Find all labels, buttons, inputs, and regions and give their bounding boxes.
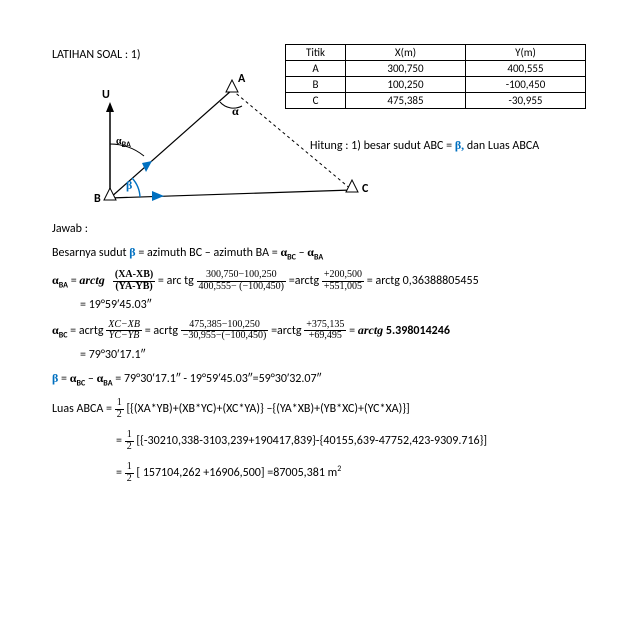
a: α	[307, 245, 314, 259]
beta-sym: β	[129, 245, 135, 259]
t: Luas ABCA =	[52, 402, 115, 416]
line-luas-result: = 1 2 [ 157104,262 +16906,500] =87005,38…	[116, 462, 592, 484]
label-alpha: α	[232, 104, 239, 119]
t: = arc tg	[158, 274, 197, 288]
s: BA	[59, 281, 68, 291]
arctg: arctg	[358, 322, 383, 336]
s: BC	[287, 253, 296, 263]
t: = azimuth BC – azimuth BA =	[138, 246, 280, 260]
label-a: A	[238, 72, 245, 86]
den: 2	[115, 410, 124, 421]
line-beta-result: β = αBC – αBA = 79°30′17.1″ - 19°59′45.0…	[52, 369, 592, 390]
line-besarnya: Besarnya sudut β = azimuth BC – azimuth …	[52, 243, 592, 264]
s: BC	[59, 330, 68, 340]
hint-post: dan Luas ABCA	[467, 139, 539, 153]
s: BA	[314, 253, 323, 263]
label-b: B	[94, 192, 101, 206]
t: =	[61, 372, 70, 386]
den: YC−YB	[106, 331, 142, 342]
a: α	[52, 322, 59, 336]
t: Besarnya sudut	[52, 246, 129, 260]
solution-body: Jawab : Besarnya sudut β = azimuth BC – …	[52, 220, 592, 488]
t: [{(XA*YB)+(XB*YC)+(XC*YA)} –{(YA*XB)+(YB…	[126, 402, 409, 416]
frac: 475,385−100,250 −30,955−(−100,450)	[181, 320, 269, 342]
label-u: U	[102, 88, 110, 102]
t: 5.398014246	[386, 323, 450, 337]
t: =arctg	[289, 274, 322, 288]
cell: A	[286, 61, 346, 77]
num: 1	[115, 398, 124, 410]
t: = acrtg	[145, 323, 181, 337]
t: =arctg	[271, 323, 304, 337]
t: = 79°30′17.1″ - 19°59′45.03″=59°30′32.07…	[115, 372, 321, 386]
cell: 400,555	[466, 61, 586, 77]
den: 400,555− (−100,450)	[197, 282, 286, 293]
hint-pre: Hitung : 1) besar sudut ABC =	[310, 139, 452, 153]
t: = arctg 0,36388805455	[367, 274, 479, 288]
table-row: A 300,750 400,555	[286, 61, 586, 77]
frac: XC−XB YC−YB	[106, 320, 142, 342]
line-luas-step2: = 1 2 [{-30210,338-3103,239+190417,839}-…	[116, 430, 592, 452]
den: (YA-YB)	[113, 282, 155, 293]
num: 1	[125, 430, 134, 442]
t: [{-30210,338-3103,239+190417,839}-{40155…	[136, 434, 487, 448]
col-point: Titik	[286, 45, 346, 61]
label-alpha-ba: αBA	[116, 134, 131, 150]
alpha-ba-result: = 19°59′45.03″	[80, 296, 592, 315]
t: =	[116, 466, 125, 480]
alpha-bc-result: = 79°30′17.1″	[80, 346, 592, 365]
frac: +200,500 +551,005	[322, 270, 364, 292]
frac: +375,135 +69,495	[304, 320, 346, 342]
hint-text: Hitung : 1) besar sudut ABC = β, dan Lua…	[310, 138, 610, 153]
t: [ 157104,262 +16906,500] =87005,381 m	[136, 466, 337, 480]
label-c: C	[362, 182, 368, 196]
hint-beta: β,	[455, 138, 464, 152]
cell: 300,750	[346, 61, 466, 77]
line-alpha-ba: αBA = arctg (XA-XB) (YA-YB) = arc tg 300…	[52, 270, 592, 292]
s: BA	[103, 378, 112, 388]
frac: 300,750−100,250 400,555− (−100,450)	[197, 270, 286, 292]
beta: β	[52, 371, 58, 385]
cell: -30,955	[466, 93, 586, 109]
den: 2	[125, 442, 134, 453]
den: +69,495	[304, 331, 346, 342]
line-alpha-bc: αBC = acrtg XC−XB YC−YB = acrtg 475,385−…	[52, 320, 592, 342]
col-y: Y(m)	[466, 45, 586, 61]
col-x: X(m)	[346, 45, 466, 61]
line-luas-formula: Luas ABCA = 1 2 [{(XA*YB)+(XB*YC)+(XC*YA…	[52, 398, 592, 420]
cell: -100,450	[466, 77, 586, 93]
t: = acrtg	[70, 323, 106, 337]
jawab-label: Jawab :	[52, 220, 592, 239]
den: +551,005	[322, 282, 364, 293]
sq: 2	[337, 464, 341, 474]
t: =	[116, 434, 125, 448]
arctg: arctg	[79, 273, 104, 287]
den: 2	[125, 474, 134, 485]
half: 1 2	[115, 398, 124, 420]
t: –	[88, 372, 97, 386]
t: =	[349, 323, 358, 337]
half: 1 2	[125, 462, 134, 484]
label-beta: β	[126, 178, 132, 193]
frac: (XA-XB) (YA-YB)	[113, 270, 155, 292]
t: –	[299, 246, 308, 260]
alpha-sub: BA	[122, 140, 131, 150]
den: −30,955−(−100,450)	[181, 331, 269, 342]
s: BC	[76, 378, 85, 388]
half: 1 2	[125, 430, 134, 452]
a: α	[52, 273, 59, 287]
t: =	[71, 274, 77, 288]
num: 1	[125, 462, 134, 474]
